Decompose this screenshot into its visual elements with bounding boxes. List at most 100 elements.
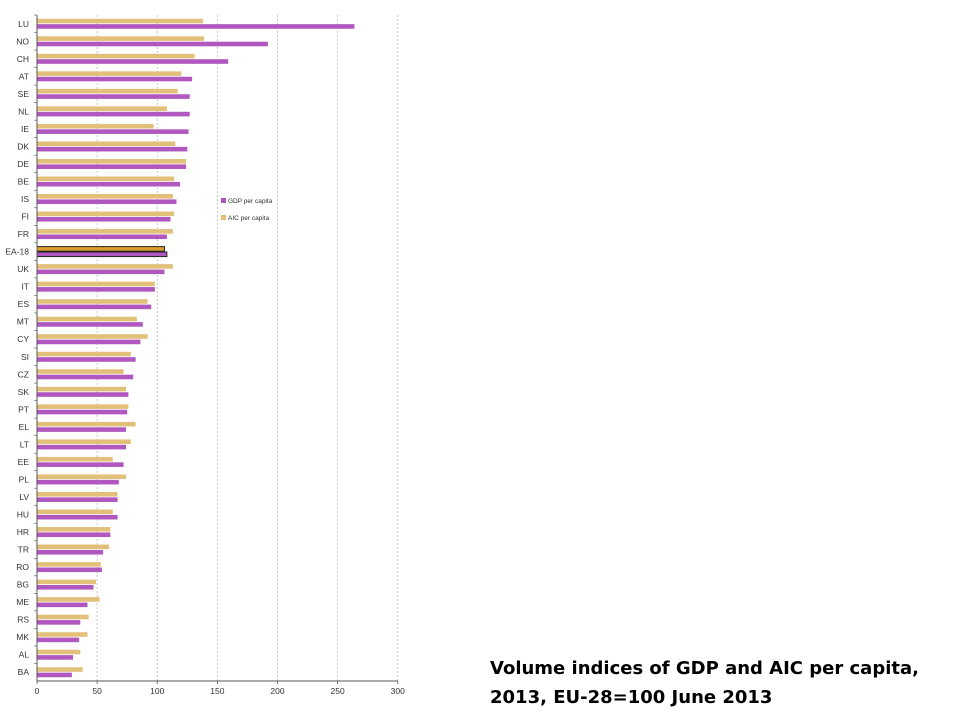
bar-aic-at bbox=[37, 71, 182, 76]
bar-gdp-ie bbox=[37, 129, 189, 134]
bar-aic-me bbox=[37, 597, 100, 602]
bar-aic-cz bbox=[37, 369, 124, 374]
x-tick-label: 100 bbox=[150, 686, 164, 696]
category-label: AT bbox=[19, 71, 29, 81]
category-label: RS bbox=[17, 615, 29, 625]
bar-aic-dk bbox=[37, 141, 176, 147]
bar-gdp-bg bbox=[37, 585, 94, 590]
caption-line-1: Volume indices of GDP and AIC per capita… bbox=[490, 658, 919, 679]
category-label: ES bbox=[18, 299, 30, 309]
bar-aic-be bbox=[37, 176, 175, 182]
category-label: DE bbox=[17, 159, 29, 169]
category-label: FI bbox=[21, 212, 29, 222]
bar-gdp-hr bbox=[37, 532, 111, 538]
category-label: HU bbox=[17, 510, 29, 520]
bar-aic-it bbox=[37, 281, 155, 287]
legend-swatch-aic bbox=[221, 215, 226, 220]
bar-gdp-ba bbox=[37, 672, 72, 678]
bar-gdp-me bbox=[37, 602, 88, 608]
x-tick-label: 150 bbox=[210, 686, 224, 696]
bar-gdp-fi bbox=[37, 216, 171, 222]
category-label: CH bbox=[17, 54, 29, 64]
category-label: CZ bbox=[18, 369, 29, 379]
category-label: CY bbox=[17, 334, 29, 344]
bar-gdp-lt bbox=[37, 444, 126, 450]
category-label: TR bbox=[18, 545, 29, 555]
legend-label-aic: AIC per capita bbox=[228, 215, 270, 222]
bar-aic-ro bbox=[37, 562, 101, 567]
bar-gdp-cz bbox=[37, 374, 134, 380]
category-label: IE bbox=[21, 124, 29, 134]
bar-aic-si bbox=[37, 351, 131, 357]
category-label: IT bbox=[21, 282, 29, 292]
bar-aic-uk bbox=[37, 264, 173, 269]
bar-gdp-lu bbox=[37, 24, 355, 29]
category-label: RO bbox=[16, 562, 29, 572]
bar-aic-sk bbox=[37, 386, 126, 392]
caption-line-2: 2013, EU-28=100 June 2013 bbox=[490, 687, 773, 708]
bar-gdp-nl bbox=[37, 111, 190, 117]
category-label: LT bbox=[20, 439, 29, 449]
bar-gdp-dk bbox=[37, 146, 188, 152]
bar-aic-rs bbox=[37, 614, 89, 620]
legend-label-gdp: GDP per capita bbox=[228, 198, 273, 205]
bar-aic-is bbox=[37, 194, 173, 199]
bar-gdp-ea-18 bbox=[36, 251, 168, 258]
category-label: HR bbox=[17, 527, 29, 537]
bar-aic-bg bbox=[37, 579, 96, 585]
category-label: BA bbox=[18, 667, 30, 677]
bar-gdp-se bbox=[37, 94, 190, 99]
category-label: MT bbox=[17, 317, 29, 327]
bar-aic-hr bbox=[37, 527, 111, 532]
x-tick-label: 50 bbox=[92, 686, 102, 696]
bars bbox=[36, 18, 355, 678]
grid-lines bbox=[96, 15, 399, 681]
legend-swatch-gdp bbox=[221, 198, 226, 203]
category-label: ME bbox=[16, 597, 29, 607]
bar-aic-ea-18 bbox=[36, 246, 165, 252]
bar-aic-lu bbox=[37, 18, 203, 24]
category-label: EL bbox=[19, 422, 30, 432]
bar-aic-pl bbox=[37, 474, 126, 480]
category-label: PL bbox=[19, 474, 30, 484]
bar-gdp-hu bbox=[37, 514, 118, 520]
category-label: LV bbox=[19, 492, 29, 502]
bar-aic-cy bbox=[37, 334, 148, 339]
bar-aic-hu bbox=[37, 509, 113, 515]
bar-gdp-el bbox=[37, 427, 126, 432]
bar-gdp-al bbox=[37, 655, 74, 660]
bar-gdp-pl bbox=[37, 479, 119, 485]
chart-caption: Volume indices of GDP and AIC per capita… bbox=[490, 654, 950, 712]
x-tick-label: 200 bbox=[270, 686, 284, 696]
bar-gdp-lv bbox=[37, 497, 118, 502]
bar-aic-mk bbox=[37, 632, 88, 637]
bar-aic-no bbox=[37, 36, 205, 41]
bar-gdp-mt bbox=[37, 322, 143, 327]
bar-gdp-pt bbox=[37, 409, 128, 415]
bar-gdp-tr bbox=[37, 549, 104, 555]
bar-aic-de bbox=[37, 158, 187, 164]
category-label: LU bbox=[18, 19, 29, 29]
bar-aic-ee bbox=[37, 456, 113, 462]
bar-gdp-rs bbox=[37, 620, 81, 625]
category-label: PT bbox=[18, 404, 29, 414]
bar-aic-ch bbox=[37, 53, 195, 59]
bar-gdp-is bbox=[37, 199, 177, 205]
category-label: FR bbox=[18, 229, 29, 239]
bar-aic-el bbox=[37, 421, 136, 427]
category-label: UK bbox=[17, 264, 29, 274]
category-label: AL bbox=[19, 650, 30, 660]
category-label: SI bbox=[21, 352, 29, 362]
bar-gdp-uk bbox=[37, 269, 165, 275]
bar-aic-al bbox=[37, 649, 81, 655]
axes: 0 50 100 150 200 250 300 LU NO CH AT SE NL IE DK DE BE IS… bbox=[5, 14, 405, 696]
legend: GDP per capita AIC per capita bbox=[221, 198, 273, 222]
bar-gdp-si bbox=[37, 357, 136, 362]
category-label: IS bbox=[21, 194, 29, 204]
bar-gdp-ee bbox=[37, 462, 124, 467]
bar-aic-lt bbox=[37, 439, 131, 444]
category-label: BG bbox=[17, 580, 29, 590]
category-label: NO bbox=[16, 36, 29, 46]
x-tick-label: 250 bbox=[331, 686, 345, 696]
